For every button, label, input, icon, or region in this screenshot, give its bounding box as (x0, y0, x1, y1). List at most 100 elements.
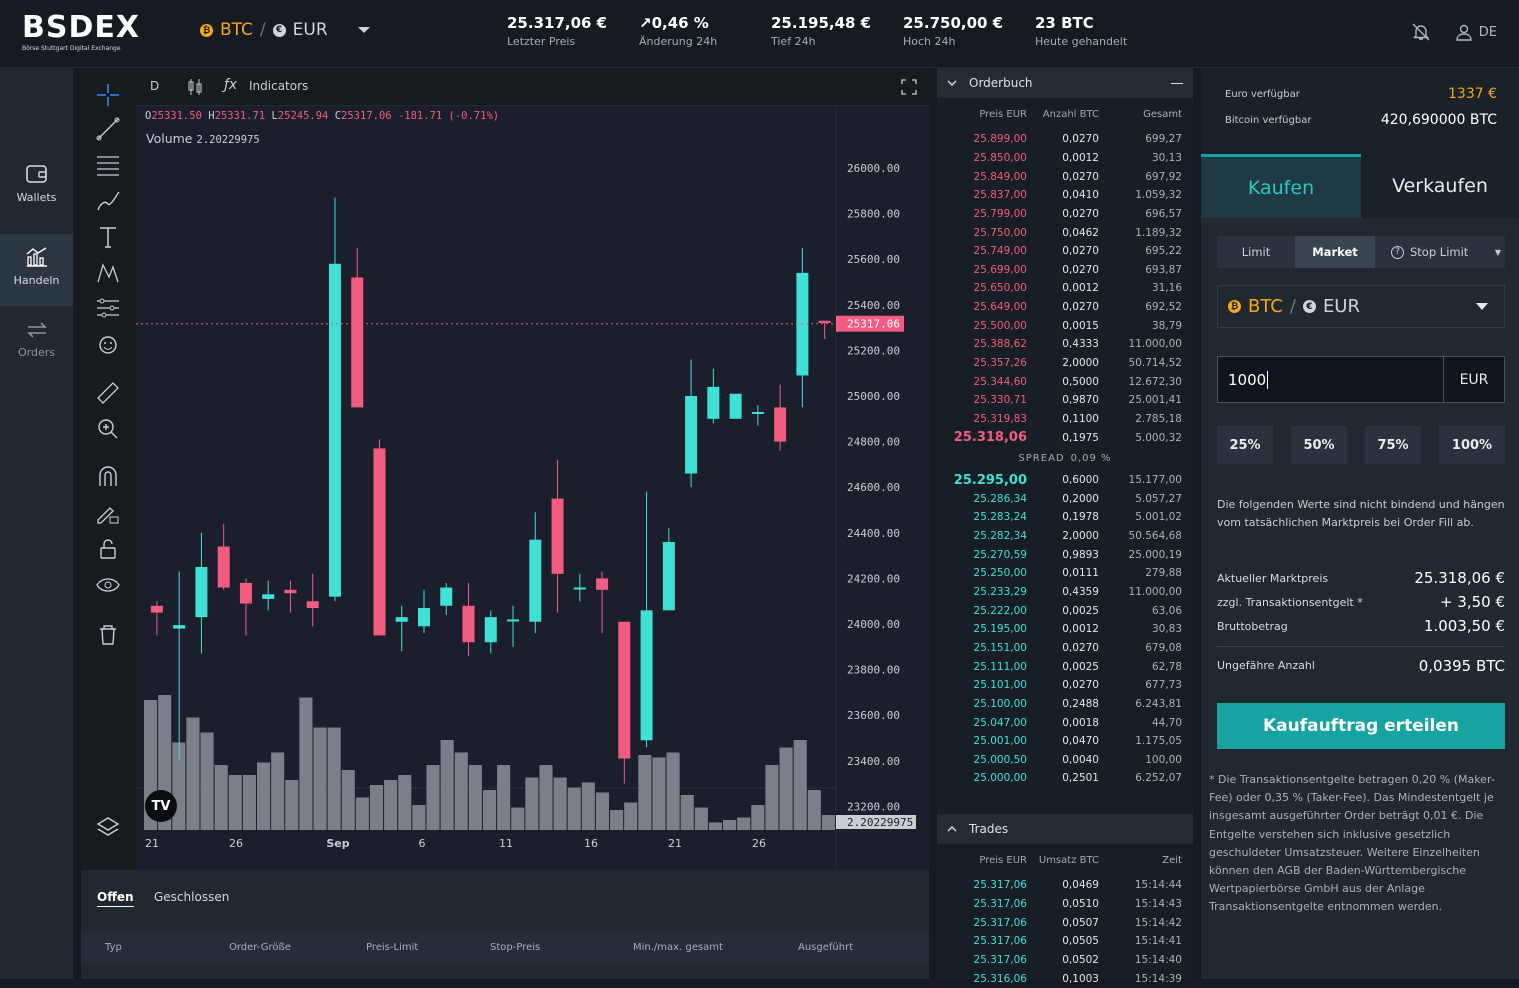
col-stop: Stop-Preis (490, 942, 541, 953)
ask-row[interactable]: 25.344,60 0,5000 12.672,30 (937, 372, 1193, 391)
bid-row[interactable]: 25.283,24 0,1978 5.001,02 (937, 508, 1193, 527)
unlock-icon[interactable] (95, 536, 121, 562)
submit-buy-order-button[interactable]: Kaufauftrag erteilen (1217, 703, 1505, 749)
bid-row[interactable]: 25.295,00 0,6000 15.177,00 (937, 471, 1193, 490)
trade-row[interactable]: 25.317,06 0,0505 15:14:41 (937, 932, 1193, 951)
candle-style-icon[interactable] (186, 78, 204, 96)
bid-row[interactable]: 25.286,34 0,2000 5.057,27 (937, 490, 1193, 509)
bid-row[interactable]: 25.100,00 0,2488 6.243,81 (937, 695, 1193, 714)
eye-icon[interactable] (95, 572, 121, 598)
crosshair-icon[interactable] (95, 82, 121, 108)
language-label: DE (1478, 24, 1497, 40)
bid-row[interactable]: 25.233,29 0,4359 11.000,00 (937, 583, 1193, 602)
zoom-in-icon[interactable] (95, 416, 121, 442)
nav-orders[interactable]: Orders (0, 320, 73, 392)
pct-75-button[interactable]: 75% (1365, 426, 1421, 464)
ask-row[interactable]: 25.837,00 0,0410 1.059,32 (937, 186, 1193, 205)
ask-row[interactable]: 25.357,26 2,0000 50.714,52 (937, 354, 1193, 373)
price-cell: 25.899,00 (973, 133, 1027, 146)
collapse-icon[interactable] (1171, 82, 1183, 84)
layers-icon[interactable] (95, 814, 121, 840)
ask-row[interactable]: 25.650,00 0,0012 31,16 (937, 279, 1193, 298)
brush-icon[interactable] (95, 188, 121, 214)
trades-header[interactable]: Trades (937, 814, 1193, 844)
logo[interactable]: BSDEX Börse Stuttgart Digital Exchange (22, 12, 140, 53)
trade-row[interactable]: 25.317,06 0,0469 15:14:44 (937, 876, 1193, 895)
candlestick-chart[interactable]: 26000.00 25800.00 25600.00 25400.00 25200.00… (136, 106, 929, 870)
tab-closed-orders[interactable]: Geschlossen (154, 890, 230, 904)
nav-wallets[interactable]: Wallets (0, 163, 73, 235)
ask-row[interactable]: 25.330,71 0,9870 25.001,41 (937, 391, 1193, 410)
ask-row[interactable]: 25.750,00 0,0462 1.189,32 (937, 223, 1193, 242)
amount-cell: 0,4359 (1062, 586, 1099, 599)
ask-row[interactable]: 25.799,00 0,0270 696,57 (937, 205, 1193, 224)
bid-row[interactable]: 25.195,00 0,0012 30,83 (937, 620, 1193, 639)
ask-row[interactable]: 25.849,00 0,0270 697,92 (937, 167, 1193, 186)
ask-row[interactable]: 25.318,06 0,1975 5.000,32 (937, 428, 1193, 447)
function-icon[interactable]: ƒx (224, 77, 238, 93)
pct-50-button[interactable]: 50% (1291, 426, 1347, 464)
bid-row[interactable]: 25.001,00 0,0470 1.175,05 (937, 732, 1193, 751)
tradingview-logo[interactable]: TV (145, 790, 177, 822)
bid-row[interactable]: 25.000,00 0,2501 6.252,07 (937, 769, 1193, 788)
language-switch[interactable]: DE (1455, 23, 1497, 41)
bid-row[interactable]: 25.222,00 0,0025 63,06 (937, 601, 1193, 620)
order-type-limit[interactable]: Limit (1241, 245, 1271, 259)
trash-icon[interactable] (95, 622, 121, 648)
ask-row[interactable]: 25.899,00 0,0270 699,27 (937, 130, 1193, 149)
interval-button[interactable]: D (150, 79, 160, 93)
chevron-down-icon[interactable] (357, 26, 371, 34)
volume-label: Volume (146, 131, 193, 146)
bid-row[interactable]: 25.250,00 0,0111 279,88 (937, 564, 1193, 583)
ask-row[interactable]: 25.500,00 0,0015 38,79 (937, 316, 1193, 335)
ask-row[interactable]: 25.850,00 0,0012 30,13 (937, 149, 1193, 168)
order-type-stop-limit[interactable]: ? Stop Limit ▼ (1375, 236, 1505, 268)
bid-row[interactable]: 25.101,00 0,0270 677,73 (937, 676, 1193, 695)
orderbook-header[interactable]: Orderbuch (937, 68, 1193, 98)
magnet-icon[interactable] (95, 464, 121, 490)
trade-row[interactable]: 25.317,06 0,0510 15:14:43 (937, 895, 1193, 914)
fib-lines-icon[interactable] (95, 152, 121, 178)
ohlc-low: 25245.94 (277, 110, 329, 122)
ask-row[interactable]: 25.388,62 0,4333 11.000,00 (937, 335, 1193, 354)
trade-pair-select[interactable]: ₿ BTC / € EUR (1217, 285, 1505, 328)
ask-row[interactable]: 25.319,83 0,1100 2.785,18 (937, 410, 1193, 429)
fullscreen-icon[interactable] (901, 79, 917, 95)
price-cell: 25.749,00 (973, 245, 1027, 258)
amount-cell: 0,0270 (1062, 301, 1099, 314)
sell-tab[interactable]: Verkaufen (1361, 154, 1519, 218)
trend-line-icon[interactable] (95, 116, 121, 142)
bid-row[interactable]: 25.151,00 0,0270 679,08 (937, 639, 1193, 658)
indicators-button[interactable]: Indicators (249, 79, 309, 93)
trade-row[interactable]: 25.317,06 0,0502 15:14:40 (937, 951, 1193, 970)
text-icon[interactable] (95, 224, 121, 250)
market-price-label: Aktueller Marktpreis (1217, 571, 1329, 585)
buy-tab[interactable]: Kaufen (1201, 154, 1361, 218)
bid-row[interactable]: 25.047,00 0,0018 44,70 (937, 713, 1193, 732)
bid-row[interactable]: 25.270,59 0,9893 25.000,19 (937, 545, 1193, 564)
bid-row[interactable]: 25.000,50 0,0040 100,00 (937, 751, 1193, 770)
pattern-icon[interactable] (95, 260, 121, 286)
pct-25-button[interactable]: 25% (1217, 426, 1273, 464)
bid-row[interactable]: 25.111,00 0,0025 62,78 (937, 657, 1193, 676)
order-type-market[interactable]: Market (1295, 236, 1375, 268)
col-executed: Ausgeführt (798, 942, 854, 953)
trade-row[interactable]: 25.317,06 0,0507 15:14:42 (937, 913, 1193, 932)
amount-cell: 0,0270 (1062, 263, 1099, 276)
forecast-icon[interactable] (95, 296, 121, 322)
bid-row[interactable]: 25.282,34 2,0000 50.564,68 (937, 527, 1193, 546)
ruler-icon[interactable] (95, 380, 121, 406)
nav-trade[interactable]: Handeln (0, 234, 73, 306)
ask-row[interactable]: 25.699,00 0,0270 693,87 (937, 260, 1193, 279)
total-cell: 5.001,02 (1135, 511, 1182, 524)
lock-drawing-icon[interactable] (95, 500, 121, 526)
tab-open-orders[interactable]: Offen (97, 890, 134, 907)
trades-title: Trades (969, 822, 1009, 836)
pair-selector[interactable]: ₿ BTC / € EUR (200, 20, 371, 40)
bell-off-icon[interactable] (1411, 22, 1431, 42)
amount-input[interactable]: 1000 (1218, 357, 1444, 402)
ask-row[interactable]: 25.749,00 0,0270 695,22 (937, 242, 1193, 261)
pct-100-button[interactable]: 100% (1439, 426, 1505, 464)
emoji-icon[interactable] (95, 332, 121, 358)
ask-row[interactable]: 25.649,00 0,0270 692,52 (937, 298, 1193, 317)
